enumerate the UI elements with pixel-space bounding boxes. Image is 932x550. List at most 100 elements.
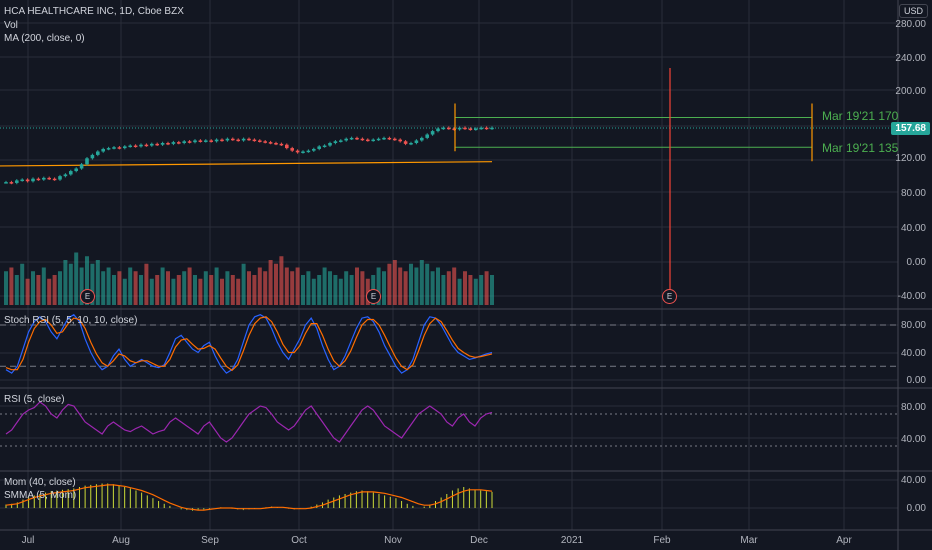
candle-body (306, 150, 311, 153)
volume-bar (284, 267, 289, 305)
volume-bar (139, 275, 143, 305)
volume-bar (9, 267, 14, 305)
stoch-rsi-legend[interactable]: Stoch RSI (5, 5, 10, 10, close) (4, 315, 138, 326)
candle-body (376, 138, 381, 141)
candle-body (182, 141, 186, 143)
candle-body (263, 141, 267, 143)
volume-bar (306, 271, 311, 305)
candle-body (382, 137, 386, 140)
candle-body (204, 140, 208, 142)
volume-bar (398, 267, 403, 305)
candle-body (150, 143, 154, 146)
price-axis-tick: 200.00 (895, 86, 926, 97)
volume-bar (301, 275, 305, 305)
volume-bar (20, 263, 25, 305)
candle-body (333, 141, 338, 143)
candle-body (430, 131, 435, 135)
stoch-k-line (5, 313, 493, 374)
earnings-badge[interactable]: E (662, 289, 677, 304)
candle-body (349, 137, 354, 140)
candle-body (468, 128, 473, 131)
option-label-upper: Mar 19'21 170 (822, 109, 899, 123)
volume-bar (58, 271, 62, 305)
volume-bar (193, 275, 197, 305)
volume-bar (311, 278, 316, 305)
volume-bar (47, 278, 52, 305)
candle-body (220, 139, 224, 142)
volume-bar (241, 263, 246, 305)
stoch-d-line (5, 316, 493, 372)
earnings-badge[interactable]: E (80, 289, 95, 304)
candle-body (198, 140, 203, 142)
candle-body (409, 143, 413, 145)
earnings-badge[interactable]: E (366, 289, 381, 304)
rsi-legend[interactable]: RSI (5, close) (4, 394, 65, 405)
candle-body (225, 138, 230, 141)
candle-body (312, 148, 316, 151)
volume-bar (274, 263, 278, 305)
volume-bar (31, 271, 35, 305)
ma-legend[interactable]: MA (200, close, 0) (4, 33, 85, 44)
candle-body (420, 137, 424, 141)
candle-body (371, 139, 375, 142)
candle-body (252, 139, 257, 142)
volume-bar (149, 278, 154, 305)
volume-bar (4, 271, 8, 305)
time-axis-tick: Apr (836, 535, 852, 546)
volume-bar (468, 275, 473, 305)
volume-bar (133, 271, 138, 305)
candle-body (187, 141, 192, 143)
candle-body (139, 144, 143, 147)
candle-body (247, 138, 251, 141)
volume-bar (160, 267, 165, 305)
volume-bar (220, 278, 224, 305)
volume-bar (95, 260, 100, 305)
volume-bar (446, 271, 451, 305)
volume-legend[interactable]: Vol (4, 20, 18, 31)
time-axis-tick: Nov (384, 535, 402, 546)
candle-body (322, 145, 327, 148)
volume-bar (392, 260, 397, 305)
volume-bar (436, 267, 440, 305)
smma-legend[interactable]: SMMA (5, Mom) (4, 490, 77, 501)
candle-body (166, 143, 170, 145)
candle-body (155, 143, 159, 146)
candle-body (193, 140, 197, 143)
volume-bar (457, 278, 462, 305)
volume-bar (101, 271, 106, 305)
candle-body (366, 139, 370, 142)
time-axis-tick: 2021 (560, 535, 584, 546)
candle-body (268, 142, 273, 144)
option-label-lower: Mar 19'21 135 (822, 141, 899, 155)
candle-body (214, 139, 219, 142)
volume-bar (144, 263, 149, 305)
volume-bar (322, 267, 327, 305)
volume-bar (230, 275, 235, 305)
mom-legend[interactable]: Mom (40, close) (4, 477, 76, 488)
volume-bar (349, 275, 354, 305)
candle-body (144, 144, 149, 147)
volume-bar (490, 275, 494, 305)
volume-bar (382, 271, 386, 305)
volume-bar (79, 267, 84, 305)
price-axis-tick: 0.00 (906, 257, 926, 268)
time-axis-tick: Jul (21, 535, 35, 546)
candle-body (128, 145, 132, 148)
symbol-title[interactable]: HCA HEALTHCARE INC, 1D, Cboe BZX (4, 6, 184, 17)
candle-body (74, 168, 78, 172)
candle-body (171, 142, 176, 144)
volume-bar (182, 271, 187, 305)
volume-bar (176, 275, 181, 305)
volume-bar (171, 278, 176, 305)
candle-body (360, 138, 365, 141)
volume-bar (268, 260, 273, 305)
rsi-line (5, 401, 493, 443)
candle-body (209, 140, 213, 142)
volume-bar (74, 252, 79, 305)
volume-bar (252, 275, 257, 305)
candle-body (463, 127, 467, 130)
currency-button[interactable]: USD (898, 4, 928, 18)
candle-body (20, 179, 24, 182)
volume-bar (257, 267, 262, 305)
